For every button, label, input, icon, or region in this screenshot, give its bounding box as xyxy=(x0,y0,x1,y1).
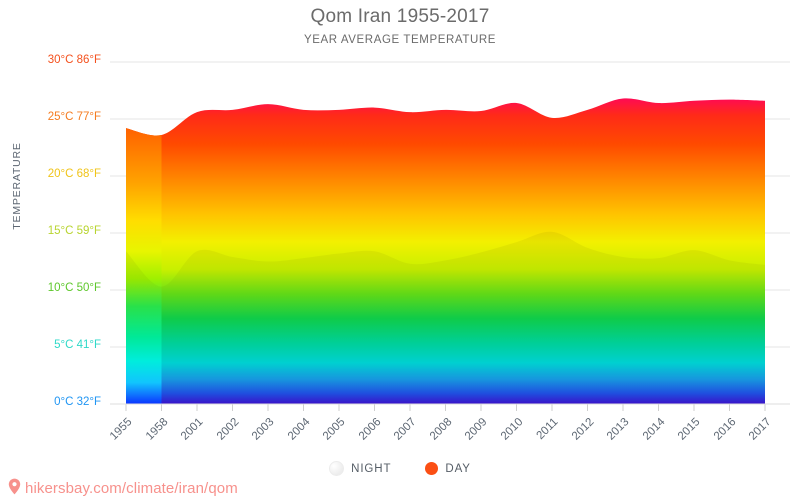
night-area-band xyxy=(126,231,765,404)
chart-legend: NIGHT DAY xyxy=(0,461,800,476)
y-axis-tick-label: 5°C 41°F xyxy=(54,339,101,351)
legend-label-day: DAY xyxy=(445,462,471,475)
location-pin-icon xyxy=(8,478,21,499)
y-axis-tick-label: 30°C 86°F xyxy=(47,54,101,66)
day-dot-icon xyxy=(425,462,439,475)
legend-item-day[interactable]: DAY xyxy=(425,462,471,475)
legend-label-night: NIGHT xyxy=(351,462,392,475)
y-axis-tick-labels: 30°C 86°F 25°C 77°F 20°C 68°F 15°C 59°F 10°C… xyxy=(0,0,101,500)
y-axis-tick-label: 0°C 32°F xyxy=(54,396,101,408)
chart-subtitle: YEAR AVERAGE TEMPERATURE xyxy=(303,34,497,46)
night-dot-icon xyxy=(329,461,345,476)
y-axis-tick-label: 10°C 50°F xyxy=(47,282,101,294)
source-url: hikersbay.com/climate/iran/qom xyxy=(25,480,238,497)
y-axis-tick-label: 15°C 59°F xyxy=(47,225,101,237)
y-axis-tick-label: 20°C 68°F xyxy=(47,168,101,180)
page-title: Qom Iran 1955-2017 xyxy=(310,6,490,27)
y-axis-tick-label: 25°C 77°F xyxy=(47,111,101,123)
x-tick-marks xyxy=(125,404,766,411)
source-watermark[interactable]: hikersbay.com/climate/iran/qom xyxy=(8,478,238,499)
legend-item-night[interactable]: NIGHT xyxy=(329,461,391,476)
